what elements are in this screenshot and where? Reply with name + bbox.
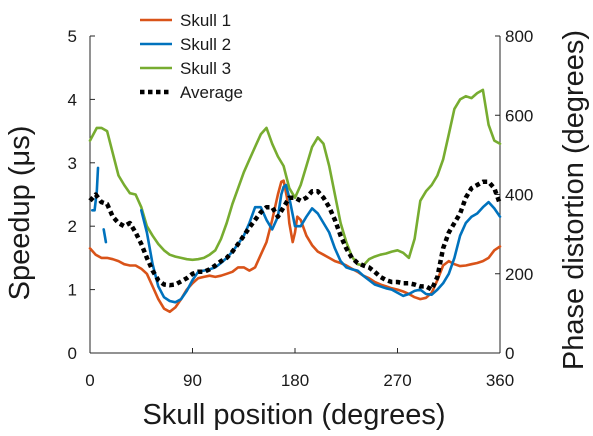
y2-tick-label: 600 [505, 106, 533, 125]
series-line [88, 179, 502, 314]
axes [89, 35, 501, 354]
y-axis-title: Speedup (μs) [4, 126, 36, 301]
series-line [91, 166, 100, 212]
y2-axis-title: Phase distortion (degrees) [558, 30, 590, 370]
x-tick-label: 270 [383, 371, 411, 390]
series-layer [88, 88, 503, 314]
y-tick-label: 2 [68, 217, 77, 236]
tick-labels: 0 1 2 3 4 5 0 200 400 600 800 0 90 180 270 360 [68, 27, 534, 390]
series-average [88, 179, 503, 292]
x-tick-label: 90 [183, 371, 202, 390]
y-tick-label: 4 [68, 90, 77, 109]
legend-label: Skull 3 [180, 59, 231, 78]
series-skull-3 [88, 88, 502, 267]
series-line [88, 179, 503, 292]
legend-label: Skull 1 [180, 11, 231, 30]
x-tick-label: 0 [85, 371, 94, 390]
x-tick-label: 180 [281, 371, 309, 390]
legend-label: Average [180, 83, 243, 102]
series-skull-2 [91, 166, 502, 304]
y-tick-label: 0 [68, 344, 77, 363]
legend: Skull 1 Skull 2 Skull 3 Average [140, 11, 243, 102]
series-line [88, 88, 502, 267]
y2-tick-label: 400 [505, 186, 533, 205]
series-skull-1 [88, 179, 502, 314]
y2-tick-label: 0 [505, 344, 514, 363]
y-tick-label: 5 [68, 27, 77, 46]
x-tick-label: 360 [486, 371, 514, 390]
y-tick-label: 3 [68, 154, 77, 173]
series-line [102, 228, 108, 244]
x-axis-title: Skull position (degrees) [142, 399, 445, 431]
y2-tick-label: 800 [505, 27, 533, 46]
series-line [140, 183, 502, 304]
legend-label: Skull 2 [180, 35, 231, 54]
y2-tick-label: 200 [505, 265, 533, 284]
y-tick-label: 1 [68, 281, 77, 300]
